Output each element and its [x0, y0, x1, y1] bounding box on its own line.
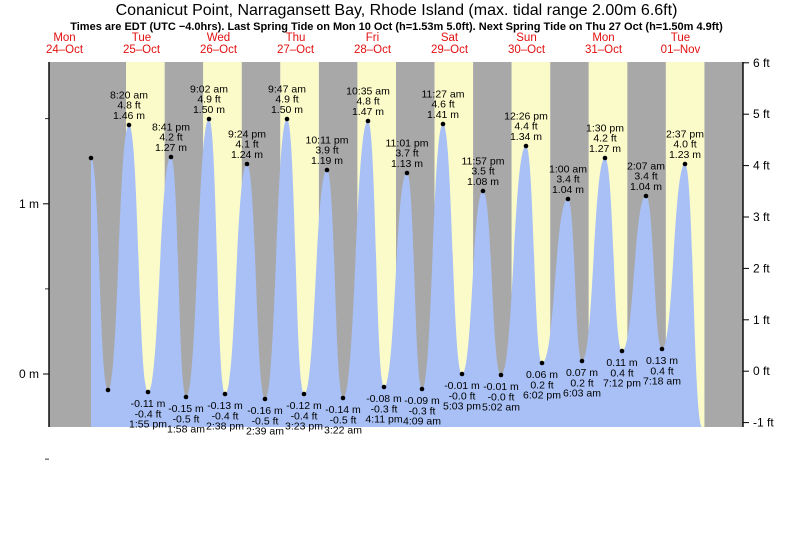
- svg-text:-1 ft: -1 ft: [753, 416, 774, 430]
- svg-text:2:39 am: 2:39 am: [246, 426, 284, 438]
- svg-text:3:22 am: 3:22 am: [324, 425, 362, 437]
- svg-text:1.47 m: 1.47 m: [352, 106, 384, 118]
- svg-text:1.27 m: 1.27 m: [155, 142, 187, 154]
- svg-text:1.08 m: 1.08 m: [467, 176, 499, 188]
- svg-text:1.27 m: 1.27 m: [589, 143, 621, 155]
- svg-text:1.04 m: 1.04 m: [630, 181, 662, 193]
- svg-text:1.23 m: 1.23 m: [669, 149, 701, 161]
- svg-text:7:12 pm: 7:12 pm: [603, 378, 641, 390]
- svg-text:1:58 am: 1:58 am: [167, 424, 205, 436]
- svg-text:5 ft: 5 ft: [753, 107, 770, 121]
- svg-text:3 ft: 3 ft: [753, 210, 770, 224]
- svg-text:3:23 pm: 3:23 pm: [285, 421, 323, 433]
- svg-text:2:38 pm: 2:38 pm: [206, 421, 244, 433]
- svg-text:1.41 m: 1.41 m: [427, 109, 459, 121]
- svg-text:0 ft: 0 ft: [753, 364, 770, 378]
- svg-text:4:11 pm: 4:11 pm: [365, 414, 402, 426]
- svg-text:1.50 m: 1.50 m: [193, 104, 225, 116]
- svg-text:1 ft: 1 ft: [753, 313, 770, 327]
- svg-text:4 ft: 4 ft: [753, 159, 770, 173]
- svg-text:6:03 am: 6:03 am: [563, 388, 601, 400]
- svg-text:4:09 am: 4:09 am: [403, 416, 441, 428]
- svg-text:5:03 pm: 5:03 pm: [443, 401, 481, 413]
- svg-text:1.19 m: 1.19 m: [311, 155, 343, 167]
- svg-text:1.24 m: 1.24 m: [231, 149, 263, 161]
- svg-text:1.50 m: 1.50 m: [271, 104, 303, 116]
- svg-text:1.46 m: 1.46 m: [113, 110, 145, 122]
- svg-text:1.13 m: 1.13 m: [391, 158, 423, 170]
- svg-text:2 ft: 2 ft: [753, 261, 770, 275]
- svg-text:0 m: 0 m: [19, 367, 39, 381]
- svg-text:7:18 am: 7:18 am: [643, 376, 681, 388]
- svg-text:1 m: 1 m: [19, 197, 39, 211]
- svg-text:1.34 m: 1.34 m: [510, 131, 542, 143]
- svg-text:6 ft: 6 ft: [753, 56, 770, 70]
- svg-text:6:02 pm: 6:02 pm: [523, 390, 561, 402]
- svg-text:5:02 am: 5:02 am: [482, 402, 520, 414]
- svg-text:1:55 pm: 1:55 pm: [129, 419, 167, 431]
- svg-text:1.04 m: 1.04 m: [552, 184, 584, 196]
